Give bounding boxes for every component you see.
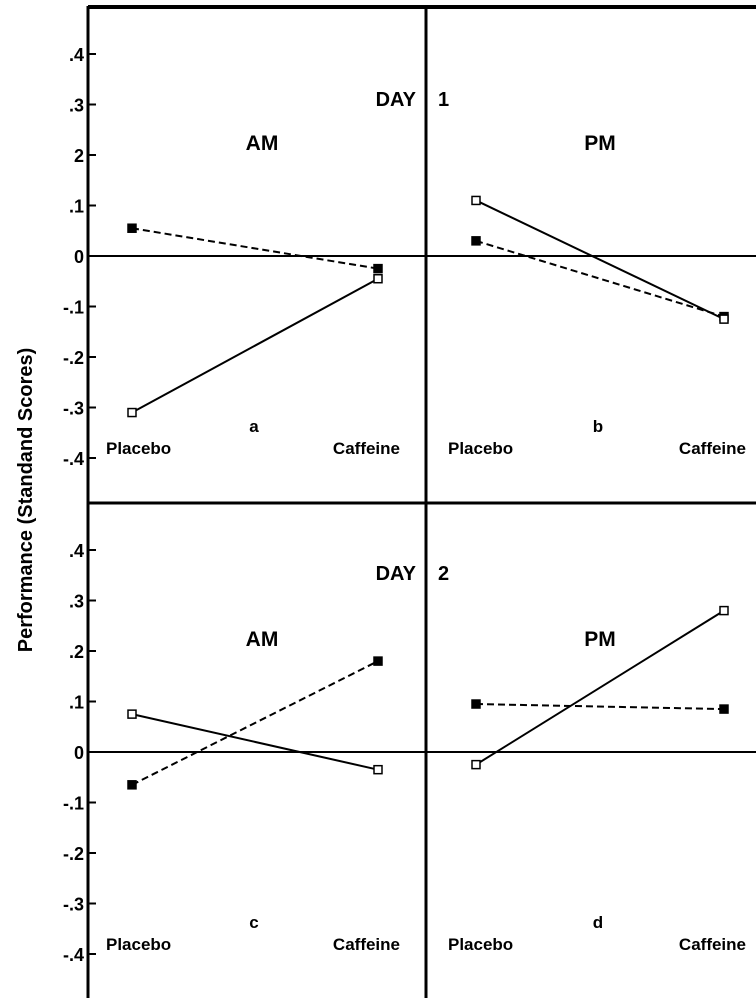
series-line-dashed: [475, 239, 725, 318]
category-label: Placebo: [448, 439, 513, 458]
session-label: PM: [584, 132, 616, 155]
y-tick-label: .3: [69, 96, 84, 116]
series-line-solid: [475, 199, 725, 321]
y-tick-label: .2: [69, 642, 84, 662]
panel-letter: a: [249, 417, 259, 436]
filled-square-marker: [373, 656, 383, 666]
y-tick-label: .1: [69, 197, 84, 217]
open-square-marker: [719, 605, 729, 616]
y-tick-label: -.3: [63, 895, 84, 915]
open-square-marker: [471, 759, 481, 770]
day-label-day1-word: DAY: [376, 89, 417, 111]
y-tick-label: -.1: [63, 794, 84, 814]
filled-square-marker: [471, 236, 481, 246]
series-line-dashed: [131, 660, 379, 786]
panel-b: PM b Placebo Caffeine: [448, 132, 746, 458]
category-label: Caffeine: [333, 935, 400, 954]
y-tick-label: -.4: [63, 945, 84, 965]
series-line-solid: [131, 713, 379, 771]
panel-a: AM a Placebo Caffeine: [106, 132, 400, 458]
panel-letter: c: [249, 913, 258, 932]
panel-c: AM c Placebo Caffeine: [106, 628, 400, 954]
category-label: Caffeine: [679, 935, 746, 954]
panel-letter: d: [593, 913, 603, 932]
session-label: AM: [246, 132, 279, 155]
y-tick-label: .1: [69, 693, 84, 713]
panel-d: PM d Placebo Caffeine: [448, 605, 746, 954]
series-line-dashed: [475, 703, 725, 711]
series-line-solid: [475, 609, 725, 766]
y-tick-label: .4: [69, 541, 84, 561]
day-label-day2-number: 2: [438, 563, 449, 585]
open-square-marker: [719, 314, 729, 324]
category-label: Placebo: [448, 935, 513, 954]
session-label: PM: [584, 628, 616, 651]
filled-square-marker: [127, 223, 137, 233]
open-square-marker: [373, 273, 383, 284]
open-square-marker: [127, 709, 137, 719]
category-label: Caffeine: [679, 439, 746, 458]
category-label: Placebo: [106, 439, 171, 458]
day-label-day1-number: 1: [438, 89, 449, 111]
y-tick-label: 0: [74, 247, 84, 267]
category-label: Placebo: [106, 935, 171, 954]
open-square-marker: [471, 195, 481, 206]
y-tick-label: 2: [74, 146, 84, 166]
y-axis-label: Performance (Standand Scores): [15, 348, 37, 653]
category-label: Caffeine: [333, 439, 400, 458]
y-tick-label: -.2: [63, 844, 84, 864]
session-label: AM: [246, 628, 279, 651]
open-square-marker: [373, 764, 383, 775]
series-line-solid: [131, 277, 379, 414]
y-tick-label: .4: [69, 45, 84, 65]
panel-letter: b: [593, 417, 603, 436]
y-tick-label: 0: [74, 743, 84, 763]
y-tick-label: -.2: [63, 348, 84, 368]
filled-square-marker: [127, 780, 137, 790]
filled-square-marker: [373, 263, 383, 274]
filled-square-marker: [719, 704, 729, 714]
filled-square-marker: [471, 699, 481, 709]
y-tick-label: .3: [69, 592, 84, 612]
y-axis-ticks: .4 .3 2 .1 0 -.1 -.2 -.3 -.4 .4 .3 .2 .1 0 -.1 -.2 -.3 -.…: [63, 45, 96, 965]
day-label-day2-word: DAY: [376, 563, 417, 585]
y-tick-label: -.3: [63, 399, 84, 419]
y-tick-label: -.4: [63, 449, 84, 469]
panels: AM a Placebo Caffeine PM b Placebo Caffeine AM c P…: [106, 132, 746, 954]
y-tick-label: -.1: [63, 298, 84, 318]
open-square-marker: [127, 407, 137, 418]
series-line-dashed: [131, 227, 379, 270]
